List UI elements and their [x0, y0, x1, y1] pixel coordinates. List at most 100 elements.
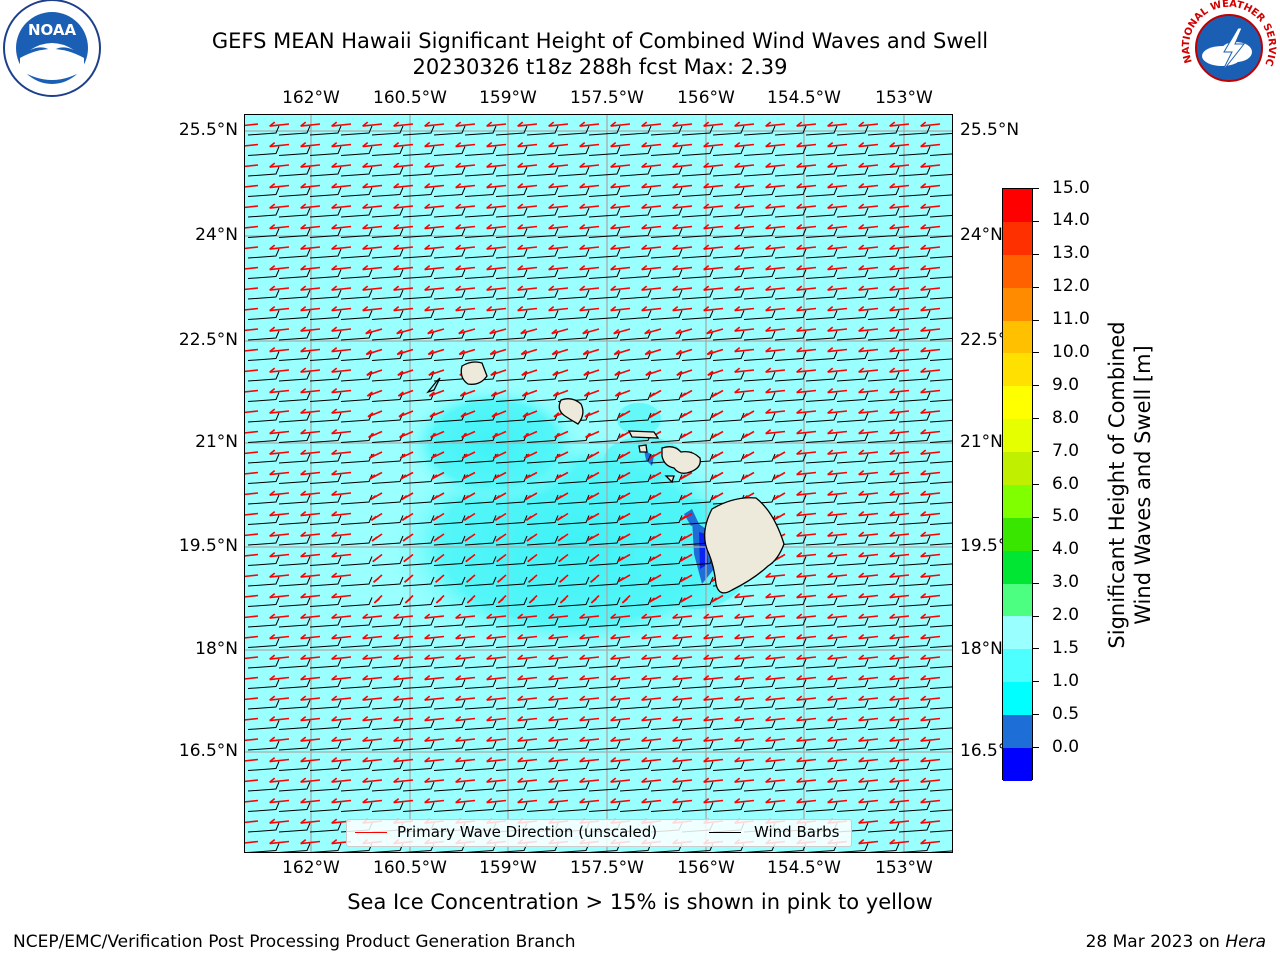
wave-direction-arrowhead [269, 633, 276, 640]
wave-direction-arrow [672, 697, 693, 701]
wave-direction-arrow [579, 287, 600, 291]
wave-direction-arrow [455, 697, 476, 701]
wave-direction-arrow [610, 164, 631, 168]
wave-direction-arrow [269, 820, 290, 824]
wave-direction-arrow [858, 348, 879, 353]
wind-barb [526, 556, 559, 566]
wave-direction-arrow [365, 328, 383, 335]
wave-direction-arrow [920, 430, 941, 435]
wind-barb [650, 187, 683, 197]
wave-direction-arrow [827, 594, 848, 599]
wave-direction-arrowhead [610, 633, 617, 640]
wind-barb [836, 474, 869, 484]
wave-direction-arrowhead [858, 367, 865, 373]
wind-barb [557, 535, 590, 546]
wave-direction-arrow [610, 738, 631, 742]
wave-direction-arrowhead [432, 515, 439, 521]
wave-direction-arrowhead [796, 264, 803, 271]
wave-direction-arrowhead [517, 777, 524, 783]
wave-direction-arrow [362, 758, 383, 763]
wave-direction-arrow [393, 799, 414, 804]
wave-direction-arrow [244, 697, 259, 701]
colorbar-tick [1033, 484, 1039, 485]
wave-direction-arrow [610, 758, 631, 763]
wind-barb [836, 720, 869, 730]
wave-direction-arrow [703, 656, 724, 660]
wave-direction-arrowhead [424, 244, 431, 250]
wave-direction-arrow [548, 143, 569, 148]
wind-barb [774, 658, 807, 669]
wave-direction-arrowhead [393, 223, 400, 230]
wave-direction-arrowhead [641, 695, 648, 701]
wind-barb [526, 248, 559, 259]
colorbar-tick [1033, 451, 1039, 453]
wind-barb [681, 597, 714, 607]
wave-direction-arrowhead [827, 736, 834, 742]
wind-barb [929, 317, 953, 320]
wave-direction-arrowhead [672, 121, 679, 127]
wave-direction-arrowhead [300, 797, 307, 804]
wave-direction-arrowhead [858, 674, 865, 681]
wave-direction-arrowhead [432, 494, 439, 501]
wave-direction-arrow [765, 389, 786, 394]
wave-direction-arrowhead [858, 449, 865, 455]
wave-direction-arrowhead [555, 474, 562, 480]
wind-barb [929, 727, 953, 730]
wave-direction-arrowhead [920, 490, 927, 496]
wave-direction-arrowhead [429, 412, 436, 418]
wave-direction-arrowhead [269, 572, 276, 578]
wave-direction-arrow [920, 738, 941, 742]
wave-direction-arrowhead [827, 203, 834, 209]
wind-barb [309, 638, 342, 648]
wave-direction-arrow [703, 123, 724, 127]
wave-direction-arrow [827, 123, 848, 127]
wave-direction-arrow [427, 328, 445, 335]
wave-direction-arrow [796, 574, 817, 578]
wave-direction-arrowhead [889, 551, 896, 558]
wind-barb [712, 351, 745, 361]
wave-direction-arrowhead [362, 695, 369, 701]
wave-direction-arrowhead [269, 162, 276, 168]
wave-direction-arrowhead [827, 572, 834, 578]
wind-barb [278, 371, 311, 382]
wave-direction-arrowhead [920, 592, 927, 599]
wind-barb [774, 166, 807, 177]
wind-barb [557, 679, 590, 689]
wind-barb [650, 392, 683, 402]
wave-direction-arrowhead [486, 182, 493, 189]
wave-direction-arrow [920, 348, 941, 353]
wave-direction-arrowhead [765, 305, 772, 312]
wave-direction-arrowhead [517, 756, 524, 763]
wave-direction-arrow [610, 266, 631, 271]
wave-direction-arrow [858, 287, 879, 291]
wave-direction-arrow [827, 184, 848, 189]
wave-direction-arrowhead [649, 535, 656, 542]
wind-barb [402, 556, 435, 566]
lon-tick-label-top: 160.5°W [373, 88, 447, 108]
wind-barb [650, 699, 683, 710]
wave-direction-arrow [827, 143, 848, 148]
wave-direction-arrowhead [672, 674, 679, 681]
wave-direction-arrowhead [796, 756, 803, 763]
wind-barb [340, 802, 373, 812]
wave-direction-arrowhead [393, 613, 400, 619]
wind-barb [774, 781, 807, 792]
wave-direction-arrow [429, 389, 445, 397]
wave-direction-arrowhead [618, 535, 625, 542]
wave-direction-arrowhead [579, 121, 586, 127]
colorbar-segment [1003, 649, 1032, 683]
wind-barb [557, 515, 590, 525]
wave-direction-arrow [393, 615, 414, 619]
wave-direction-arrowhead [734, 777, 741, 783]
wave-direction-arrow [641, 656, 662, 660]
wave-direction-arrow [672, 799, 693, 804]
wave-direction-arrowhead [269, 613, 276, 619]
wind-barb [402, 330, 435, 341]
wind-barb [650, 597, 683, 607]
wave-direction-arrowhead [644, 329, 651, 335]
wave-direction-arrowhead [300, 551, 307, 558]
wind-barb [619, 740, 652, 751]
wind-barb [278, 228, 311, 238]
wind-barb [526, 289, 559, 300]
wind-barb [495, 125, 528, 136]
